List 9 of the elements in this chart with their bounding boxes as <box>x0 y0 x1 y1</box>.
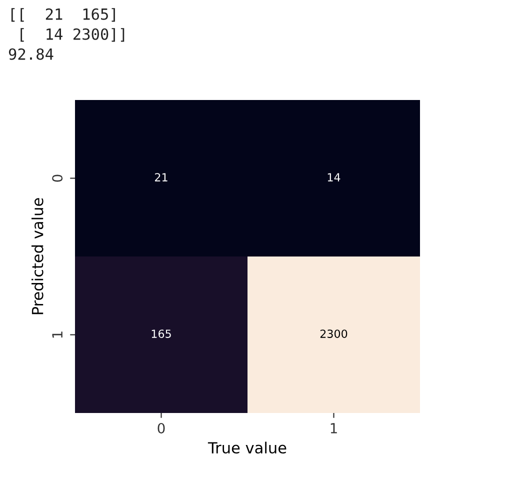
x-axis-title: True value <box>208 442 286 454</box>
data-label: 2300 <box>320 330 348 338</box>
text: [[ 21 165] <box>11 8 115 22</box>
y-axis-title: Predicted value <box>31 198 44 314</box>
data-label: 14 <box>328 173 340 182</box>
data-label: 165 <box>152 330 171 338</box>
data-label: 21 <box>154 173 168 182</box>
text: [ 14 2300]] <box>20 28 124 42</box>
text: 92.84 <box>8 48 54 60</box>
